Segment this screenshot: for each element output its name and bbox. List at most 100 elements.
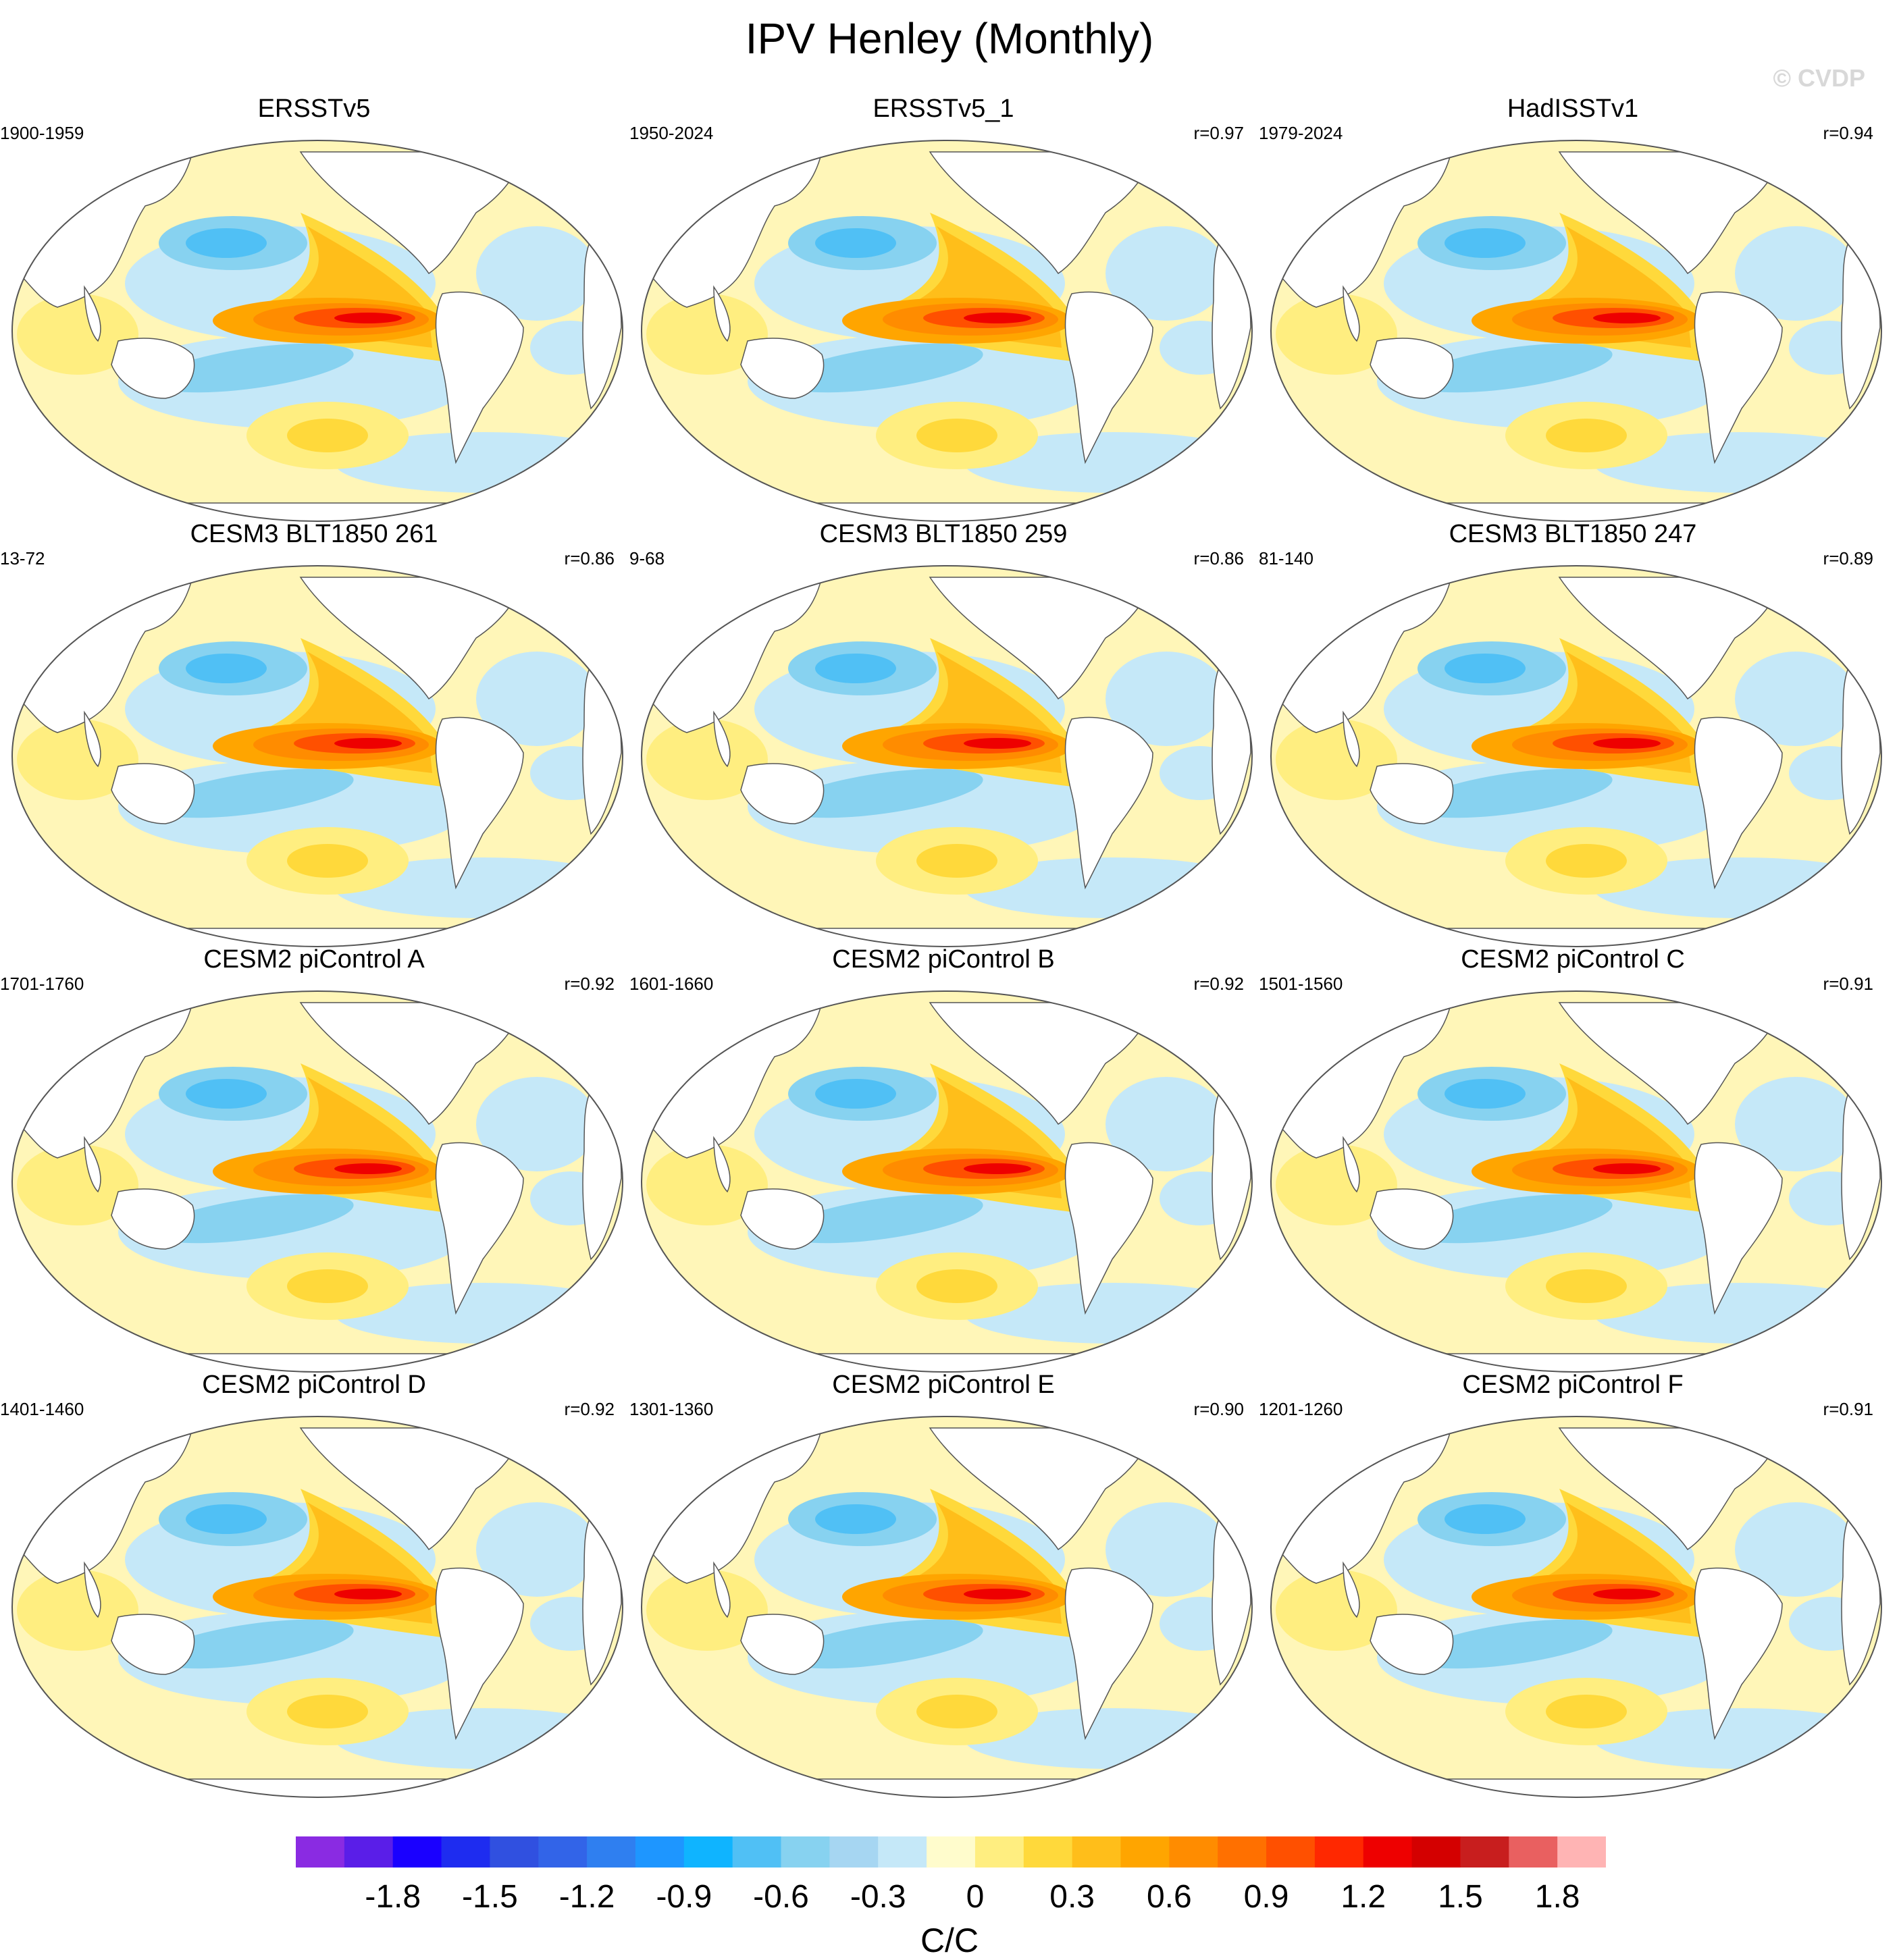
map-border <box>11 990 623 1373</box>
north-atlantic-cool <box>1105 226 1227 321</box>
panel-year-range: 1950-2024 <box>629 123 714 143</box>
africa-landmass <box>1212 1089 1251 1261</box>
north-america-landmass <box>929 577 1153 700</box>
south-pacific-blue <box>153 343 354 393</box>
map-border <box>1270 1416 1882 1798</box>
panel-year-range: 1979-2024 <box>1259 123 1343 143</box>
australia-landmass <box>740 338 825 399</box>
equatorial-warm-core <box>1593 1589 1661 1599</box>
panel-year-range: 9-68 <box>629 548 665 568</box>
panel-title: CESM2 piControl C <box>1461 945 1685 974</box>
colorbar-swatch <box>1266 1836 1316 1868</box>
south-america-landmass <box>1064 1567 1153 1741</box>
south-pacific-warm-core <box>287 844 368 878</box>
north-pacific-blue-core <box>1445 1504 1526 1534</box>
south-america-landmass <box>435 291 524 465</box>
panel-year-range: 1900-1959 <box>0 123 84 143</box>
south-pacific-warm-core <box>916 419 997 452</box>
north-atlantic-cool <box>1735 652 1856 746</box>
north-america-landmass <box>929 151 1153 275</box>
panel-year-range: 13-72 <box>0 548 45 568</box>
colorbar-swatch <box>878 1836 927 1868</box>
australia-landmass <box>1370 338 1454 399</box>
north-atlantic-cool <box>1735 226 1856 321</box>
world-map <box>641 990 1253 1373</box>
australia-landmass <box>111 763 195 824</box>
panel-year-range: 1501-1560 <box>1259 974 1343 994</box>
panel-title: ERSSTv5 <box>257 95 371 123</box>
north-atlantic-cool <box>476 1077 598 1171</box>
colorbar: -1.8 -1.5 -1.2 -0.9 -0.6 -0.3 0 0.3 0.6 0.9 1.2 1.5… <box>296 1836 1607 1921</box>
map-panel: CESM2 piControl A 1701-1760 r=0.92 <box>0 945 628 1374</box>
north-atlantic-cool <box>1735 1502 1856 1597</box>
colorbar-swatch <box>1314 1836 1364 1868</box>
australia-landmass <box>111 1614 195 1675</box>
map-panel: CESM2 piControl F 1201-1260 r=0.91 <box>1259 1371 1887 1799</box>
panel-year-range: 1701-1760 <box>0 974 84 994</box>
map-panel: CESM3 BLT1850 261 13-72 r=0.86 <box>0 520 628 949</box>
panel-title: HadISSTv1 <box>1507 95 1639 123</box>
panel-title: CESM2 piControl F <box>1462 1371 1684 1399</box>
colorbar-swatch <box>927 1836 976 1868</box>
panel-map <box>640 1414 1254 1803</box>
colorbar-swatch <box>732 1836 782 1868</box>
panel-map <box>640 138 1254 527</box>
india-landmass <box>84 1561 101 1618</box>
colorbar-swatch <box>781 1836 830 1868</box>
map-border <box>641 140 1253 522</box>
south-pacific-blue <box>782 768 983 818</box>
indian-ocean-warm <box>1276 1570 1397 1651</box>
south-america-landmass <box>435 716 524 890</box>
panel-title: CESM3 BLT1850 261 <box>190 520 438 548</box>
south-america-landmass <box>1064 1142 1153 1315</box>
colorbar-swatch <box>1363 1836 1413 1868</box>
north-america-landmass <box>299 151 524 275</box>
north-america-landmass <box>929 1427 1153 1551</box>
colorbar-tick-label: -1.5 <box>462 1879 518 1915</box>
south-pacific-blue <box>153 768 354 818</box>
colorbar-tick-label: -0.3 <box>850 1879 906 1915</box>
equatorial-warm-core <box>334 1163 402 1174</box>
colorbar-tick-label: -1.8 <box>365 1879 421 1915</box>
south-america-landmass <box>1694 716 1783 890</box>
australia-landmass <box>1370 763 1454 824</box>
world-map <box>11 140 623 522</box>
indian-ocean-warm <box>646 1570 768 1651</box>
indian-ocean-warm <box>646 1144 768 1225</box>
africa-landmass <box>1212 1514 1251 1686</box>
equatorial-warm-core <box>334 738 402 749</box>
panel-map <box>10 989 625 1377</box>
north-america-landmass <box>299 1427 524 1551</box>
india-landmass <box>1343 285 1360 342</box>
panel-pattern-correlation: r=0.97 <box>1193 123 1244 143</box>
australia-landmass <box>111 338 195 399</box>
south-america-landmass <box>1064 291 1153 465</box>
colorbar-swatch <box>1218 1836 1267 1868</box>
panel-map <box>1269 1414 1883 1803</box>
colorbar-tick-label: -1.2 <box>559 1879 615 1915</box>
map-border <box>641 565 1253 947</box>
equatorial-warm-core <box>1593 738 1661 749</box>
colorbar-swatch <box>296 1836 345 1868</box>
map-panel: CESM2 piControl B 1601-1660 r=0.92 <box>629 945 1257 1374</box>
south-pacific-warm-core <box>1546 419 1627 452</box>
south-america-landmass <box>1694 1567 1783 1741</box>
africa-landmass <box>582 1514 622 1686</box>
africa-landmass <box>582 664 622 835</box>
indian-ocean-warm <box>646 294 768 375</box>
watermark: © CVDP <box>1773 64 1865 92</box>
panel-pattern-correlation: r=0.86 <box>564 548 615 568</box>
south-pacific-blue <box>1411 343 1613 393</box>
colorbar-swatch <box>538 1836 588 1868</box>
south-america-landmass <box>1064 716 1153 890</box>
north-america-landmass <box>1558 577 1783 700</box>
world-map <box>11 565 623 947</box>
panel-pattern-correlation: r=0.94 <box>1823 123 1873 143</box>
equatorial-warm-core <box>964 738 1031 749</box>
panel-year-range: 81-140 <box>1259 548 1313 568</box>
map-border <box>1270 565 1882 947</box>
africa-landmass <box>1212 664 1251 835</box>
panel-map <box>10 1414 625 1803</box>
indian-ocean-warm <box>17 1144 138 1225</box>
antarctica-landmass <box>642 1778 1252 1797</box>
